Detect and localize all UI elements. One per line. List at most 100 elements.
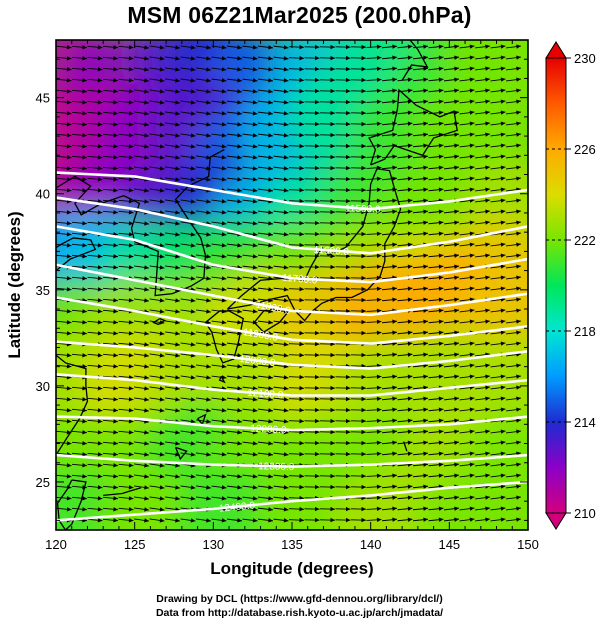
wind-arrowhead [268, 221, 273, 226]
wind-arrowhead [361, 385, 366, 391]
wind-arrowhead [438, 44, 444, 49]
wind-arrowhead [66, 320, 72, 325]
wind-arrowhead [345, 187, 351, 193]
wind-arrowhead [438, 451, 444, 456]
wind-arrowhead [175, 155, 180, 160]
wind-arrowhead [144, 463, 149, 468]
wind-arrowhead [221, 232, 227, 237]
wind-arrowhead [438, 396, 444, 401]
wind-arrowhead [345, 176, 351, 182]
wind-arrowhead [314, 396, 320, 402]
wind-arrowhead [237, 122, 242, 127]
wind-arrowhead [113, 89, 118, 94]
wind-arrowhead [237, 353, 242, 358]
wind-arrowhead [376, 286, 382, 292]
wind-arrowhead [314, 418, 320, 424]
colorbar-tick-label: 230 [574, 51, 596, 66]
wind-arrowhead [485, 66, 490, 71]
wind-arrowhead [190, 45, 196, 50]
wind-arrowhead [283, 111, 289, 116]
wind-arrowhead [454, 165, 459, 170]
wind-arrowhead [252, 408, 258, 413]
height-contour [56, 225, 528, 284]
wind-arrowhead [361, 220, 366, 226]
wind-arrowhead [252, 188, 258, 193]
wind-arrowhead [82, 353, 87, 358]
wind-arrowhead [361, 396, 366, 402]
wind-arrowhead [283, 408, 289, 413]
wind-arrowhead [330, 187, 335, 193]
wind-arrowhead [299, 407, 304, 413]
wind-arrowhead [175, 430, 180, 435]
wind-arrowhead [314, 341, 320, 347]
wind-arrowhead [438, 209, 444, 214]
wind-arrowhead [113, 210, 118, 215]
wind-arrowhead [97, 397, 103, 402]
wind-arrowhead [283, 518, 289, 523]
wind-arrowhead [392, 165, 397, 170]
wind-arrowhead [314, 352, 320, 358]
wind-arrowhead [438, 297, 444, 302]
contour-label: 12000.0 [239, 354, 277, 369]
plot-area: 11500.011600.011700.011800.011900.012000… [55, 39, 529, 531]
wind-arrowhead [190, 111, 196, 116]
wind-arrowhead [299, 517, 304, 523]
wind-arrowhead [454, 66, 459, 71]
wind-arrowhead [113, 188, 118, 193]
wind-arrowhead [144, 78, 149, 83]
wind-arrowhead [175, 364, 180, 369]
wind-arrowhead [159, 375, 165, 380]
wind-arrowhead [361, 297, 366, 303]
wind-arrowhead [330, 473, 335, 479]
wind-arrowhead [500, 363, 506, 368]
wind-arrowhead [392, 44, 397, 49]
wind-arrowhead [314, 286, 320, 292]
wind-arrowhead [438, 286, 444, 291]
x-tick-label: 135 [281, 537, 303, 552]
wind-arrowhead [283, 210, 289, 215]
wind-arrowhead [392, 429, 397, 434]
wind-arrowhead [82, 364, 87, 369]
wind-arrowhead [469, 121, 475, 126]
wind-arrowhead [237, 243, 242, 248]
wind-arrowhead [376, 374, 382, 380]
wind-arrowhead [144, 397, 149, 402]
wind-arrowhead [221, 298, 227, 303]
wind-arrowhead [128, 199, 134, 204]
wind-arrowhead [66, 408, 72, 413]
wind-arrowhead [438, 275, 444, 280]
colorbar-tick-label: 210 [574, 506, 596, 521]
wind-arrowhead [407, 429, 413, 434]
wind-arrowhead [268, 111, 273, 116]
wind-arrowhead [97, 474, 103, 479]
wind-arrowhead [454, 473, 459, 478]
wind-arrowhead [113, 144, 118, 149]
wind-arrowhead [407, 319, 413, 324]
wind-arrowhead [252, 210, 258, 215]
wind-arrowhead [66, 397, 72, 402]
wind-arrowhead [221, 210, 227, 215]
wind-arrowhead [314, 330, 320, 336]
wind-arrowhead [516, 165, 521, 170]
wind-arrowhead [97, 320, 103, 325]
wind-arrowhead [128, 89, 134, 94]
x-axis: 120 125 130 135 140 145 150 [45, 40, 539, 552]
wind-arrowhead [469, 187, 475, 192]
wind-arrowhead [423, 319, 428, 324]
wind-arrowhead [283, 133, 289, 138]
wind-arrowhead [345, 154, 351, 160]
wind-arrowhead [221, 485, 227, 490]
wind-arrowhead [252, 89, 258, 94]
wind-arrowhead [82, 144, 87, 149]
wind-arrowhead [376, 88, 382, 94]
wind-arrowhead [66, 507, 72, 512]
wind-arrowhead [283, 188, 289, 193]
wind-arrowhead [113, 221, 118, 226]
wind-arrowhead [299, 330, 304, 336]
wind-arrowhead [485, 176, 490, 181]
wind-arrowhead [221, 331, 227, 336]
wind-arrowhead [516, 517, 521, 522]
wind-arrowhead [113, 254, 118, 259]
wind-arrowhead [221, 254, 227, 259]
wind-arrowhead [66, 496, 72, 501]
